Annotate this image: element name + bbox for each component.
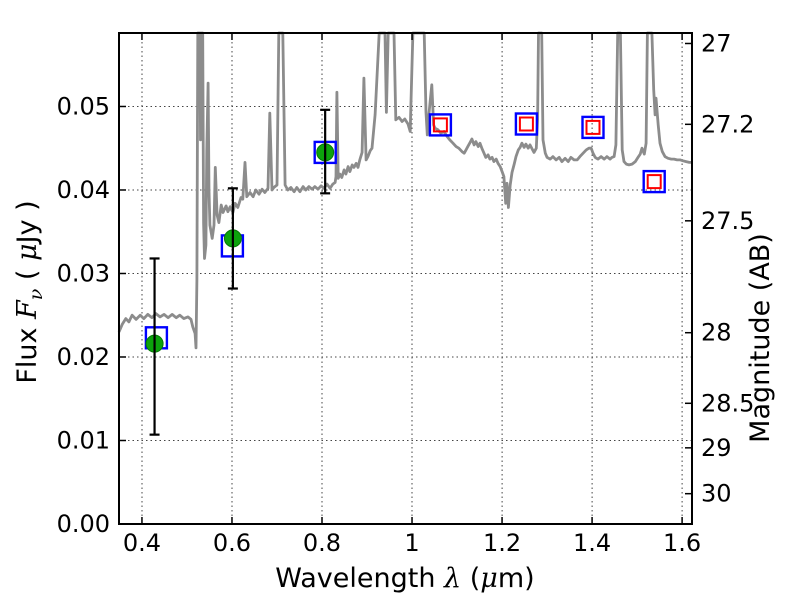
mag-tick-label: 28.5 bbox=[701, 389, 754, 417]
mag-tick-label: 27.5 bbox=[701, 207, 754, 235]
flux-tick-label: 0.04 bbox=[57, 176, 110, 204]
red-square-marker bbox=[646, 174, 662, 190]
flux-tick-label: 0.00 bbox=[57, 510, 110, 538]
model-square-marker bbox=[428, 113, 453, 137]
mag-tick-label: 29 bbox=[701, 434, 732, 462]
x-tick-label: 0.4 bbox=[123, 529, 161, 557]
axes: 0.4 0.6 0.8 1 1.2 1.4 1.6 0.00 0.01 0.02 0.03 0.04 0… bbox=[57, 29, 755, 557]
mag-tick-label: 28 bbox=[701, 319, 732, 347]
flux-tick-label: 0.05 bbox=[57, 92, 110, 120]
model-square-marker bbox=[642, 169, 666, 194]
error-bar bbox=[320, 108, 331, 195]
model-square-marker bbox=[514, 112, 539, 136]
flux-tick-label: 0.01 bbox=[57, 426, 110, 454]
x-tick-label: 1 bbox=[404, 529, 419, 557]
error-bar bbox=[149, 257, 160, 436]
x-tick-label: 0.6 bbox=[213, 529, 251, 557]
error-bar bbox=[227, 187, 238, 290]
left-axis-title: Flux Fν ( μJy ) bbox=[12, 200, 47, 383]
x-tick-label: 1.4 bbox=[573, 529, 611, 557]
model-square-marker bbox=[581, 115, 605, 140]
flux-tick-label: 0.03 bbox=[57, 259, 110, 287]
x-axis-title: Wavelength λ (μm) bbox=[275, 563, 534, 594]
red-square-marker bbox=[585, 119, 601, 135]
model-spectrum-line bbox=[117, 31, 692, 350]
red-square-marker bbox=[432, 117, 448, 133]
mag-tick-label: 30 bbox=[701, 480, 732, 508]
mag-tick-label: 27.2 bbox=[701, 110, 754, 138]
flux-tick-label: 0.02 bbox=[57, 343, 110, 371]
grid bbox=[119, 33, 692, 524]
plot-border bbox=[118, 32, 693, 525]
x-tick-label: 1.6 bbox=[663, 529, 701, 557]
right-axis-title: Magnitude (AB) bbox=[745, 233, 776, 443]
red-square-marker bbox=[518, 116, 534, 132]
plot-area bbox=[117, 31, 692, 436]
mag-tick-label: 27 bbox=[701, 29, 732, 57]
x-tick-label: 0.8 bbox=[303, 529, 341, 557]
x-tick-label: 1.2 bbox=[483, 529, 521, 557]
